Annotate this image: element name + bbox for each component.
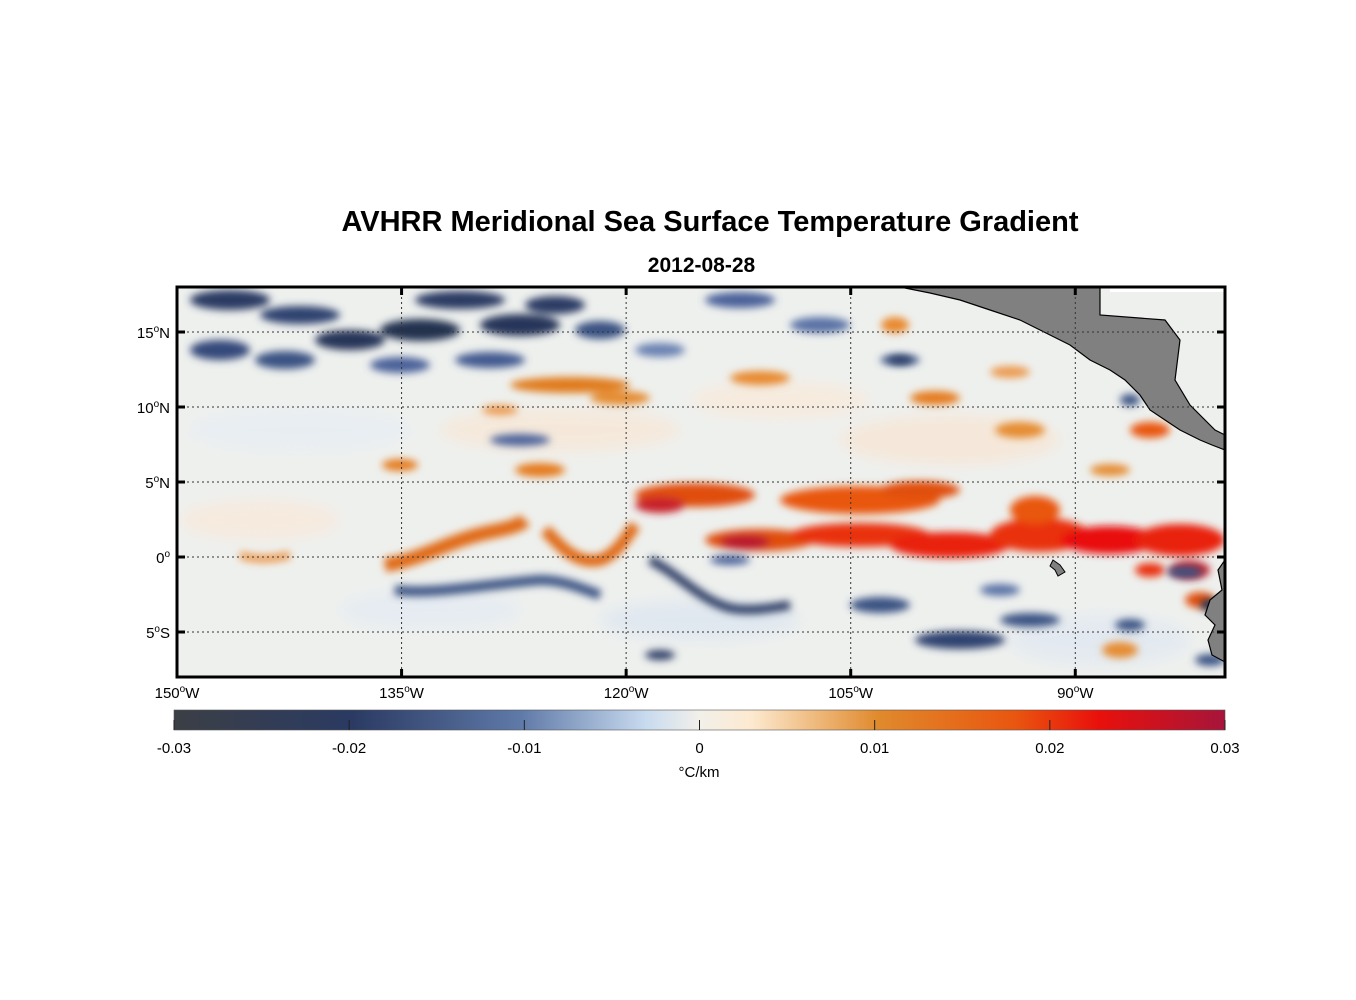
colorbar-ticks — [173, 720, 1226, 730]
land-galapagos — [1049, 559, 1066, 577]
land-south-america — [1204, 558, 1225, 663]
map-title: AVHRR Meridional Sea Surface Temperature… — [341, 206, 1079, 238]
map-date-subtitle: 2012-08-28 — [647, 254, 756, 277]
lat-label: 10oN — [136, 399, 170, 417]
lon-label: 135oW — [379, 684, 424, 702]
colorbar-tick-label: 0.03 — [1210, 740, 1240, 757]
lon-label: 90oW — [1057, 684, 1094, 702]
graticule — [177, 287, 1225, 677]
northern-cold-cells — [190, 290, 920, 446]
colorbar-tick-label: 0.01 — [860, 740, 890, 757]
equatorial-warm-front — [238, 481, 1225, 658]
lon-label: 150oW — [154, 684, 200, 702]
colorbar-tick-label: -0.01 — [507, 740, 542, 757]
frame-ticks — [175, 287, 1225, 677]
lat-label: 5oS — [146, 624, 170, 642]
colorbar-units: °C/km — [678, 764, 720, 781]
colorbar-tick-label: 0.02 — [1035, 740, 1065, 757]
southern-cold-band — [394, 356, 1225, 666]
sst-gradient-field — [177, 287, 1225, 677]
lat-label: 15oN — [136, 324, 170, 342]
lon-label: 120oW — [603, 684, 649, 702]
colorbar-tick-label: -0.02 — [332, 740, 367, 757]
lon-label: 105oW — [828, 684, 874, 702]
lat-label: 0o — [156, 549, 170, 567]
colorbar-tick-label: -0.03 — [156, 740, 192, 757]
colorbar-tick-label: 0 — [695, 740, 704, 757]
lat-label: 5oN — [145, 474, 170, 492]
